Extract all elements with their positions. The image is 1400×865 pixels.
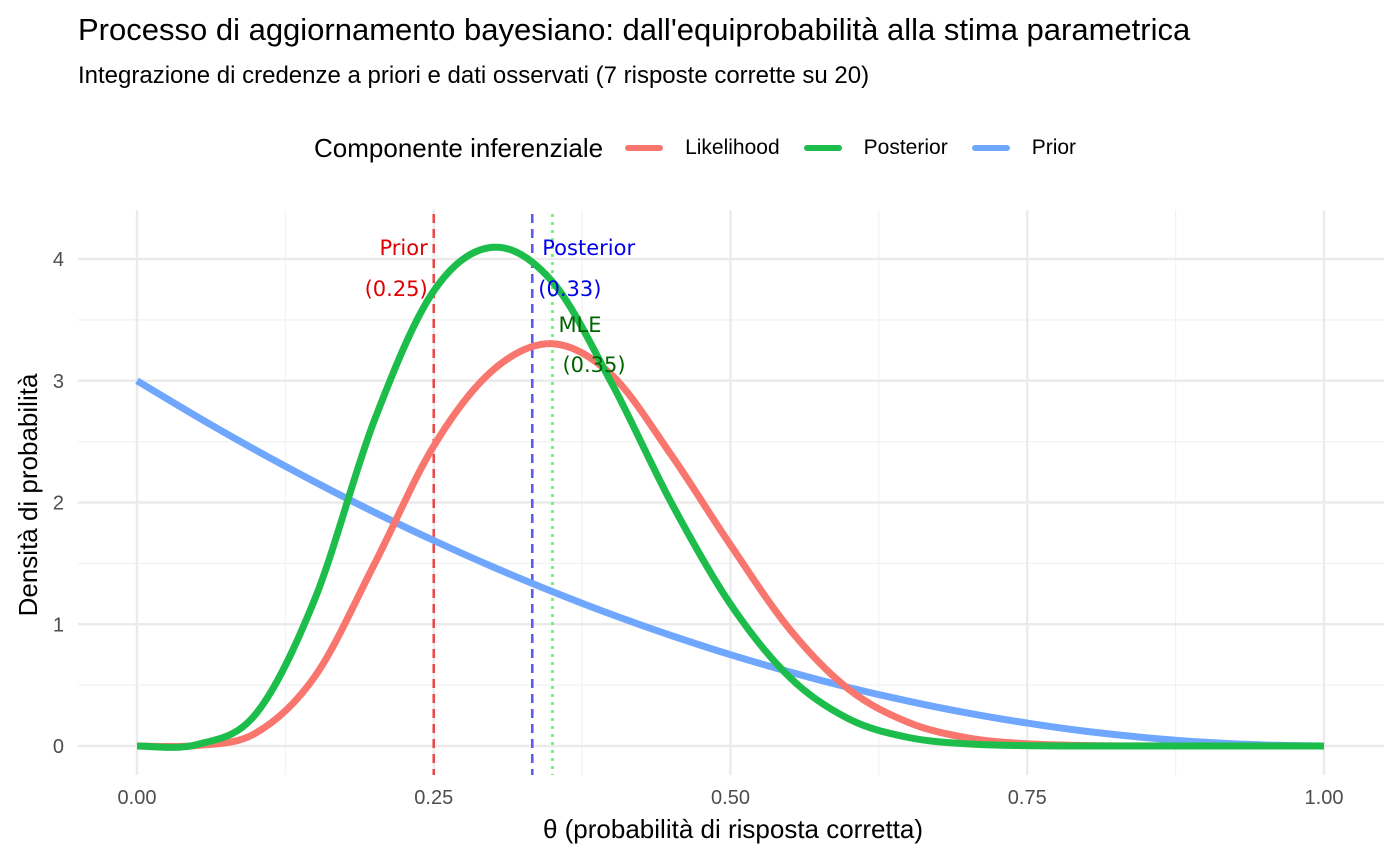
x-tick-label: 0.75 (1008, 787, 1047, 809)
annotation-value-mle: (0.35) (562, 353, 625, 377)
legend-label-posterior: Posterior (863, 136, 948, 159)
series-lines (135, 243, 1325, 751)
reference-lines (432, 214, 554, 775)
series-line-prior (135, 377, 1325, 750)
legend-key-likelihood (625, 145, 664, 151)
annotation-value-prior: (0.25) (365, 277, 428, 301)
legend-item-posterior: Posterior (803, 136, 948, 160)
y-tick-label: 2 (53, 493, 64, 515)
legend-label-likelihood: Likelihood (685, 136, 780, 159)
legend-title: Componente inferenziale (314, 132, 604, 163)
y-axis-title: Densità di probabilità (13, 373, 43, 616)
annotation-label-prior: Prior (380, 236, 429, 260)
y-tick-label: 3 (53, 371, 64, 393)
x-tick-label: 1.00 (1305, 787, 1344, 809)
annotation-label-mle: MLE (558, 313, 601, 337)
x-tick-label: 0.00 (118, 787, 157, 809)
x-axis-title: θ (probabilità di risposta corretta) (543, 814, 923, 844)
chart-subtitle: Integrazione di credenze a priori e dati… (78, 62, 870, 89)
y-tick-label: 1 (53, 614, 64, 636)
annotations: Prior (0.25) Posterior (0.33) MLE (0.35) (365, 236, 636, 377)
series-line-posterior (136, 243, 1324, 751)
x-tick-label: 0.25 (414, 787, 453, 809)
legend-item-prior: Prior (971, 136, 1077, 160)
y-tick-label: 4 (53, 249, 64, 271)
annotation-value-posterior: (0.33) (538, 277, 601, 301)
chart-title: Processo di aggiornamento bayesiano: dal… (78, 12, 1191, 47)
legend-item-likelihood: Likelihood (625, 136, 780, 160)
legend: Componente inferenziale Likelihood Poste… (314, 132, 1100, 164)
legend-key-prior (971, 145, 1010, 151)
annotation-label-posterior: Posterior (542, 236, 635, 260)
legend-label-prior: Prior (1031, 136, 1077, 159)
legend-key-posterior (803, 145, 842, 151)
axis-ticks: 0.00 0.25 0.50 0.75 1.00 0 1 2 3 4 (53, 249, 1344, 809)
x-tick-label: 0.50 (711, 787, 750, 809)
y-tick-label: 0 (53, 736, 64, 758)
